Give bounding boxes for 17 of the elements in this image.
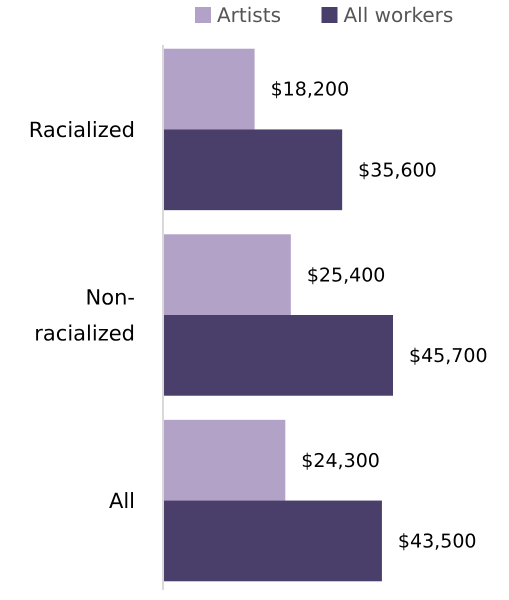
y-tick-label: All bbox=[108, 488, 135, 513]
data-label: $43,500 bbox=[398, 530, 477, 553]
bar bbox=[163, 234, 291, 315]
data-label: $24,300 bbox=[301, 450, 380, 472]
bar bbox=[163, 48, 255, 130]
bar bbox=[163, 129, 342, 210]
data-label: $45,700 bbox=[409, 345, 488, 368]
data-label: $35,600 bbox=[358, 159, 437, 182]
bar bbox=[163, 315, 393, 396]
bar bbox=[163, 420, 286, 501]
data-label: $18,200 bbox=[270, 78, 350, 101]
legend-label: All workers bbox=[344, 3, 454, 27]
data-label: $25,400 bbox=[306, 264, 386, 286]
y-tick-label: Non-racialized bbox=[34, 285, 135, 346]
legend-label: Artists bbox=[217, 3, 281, 27]
y-tick-label: Racialized bbox=[28, 118, 135, 142]
bar bbox=[163, 500, 382, 582]
